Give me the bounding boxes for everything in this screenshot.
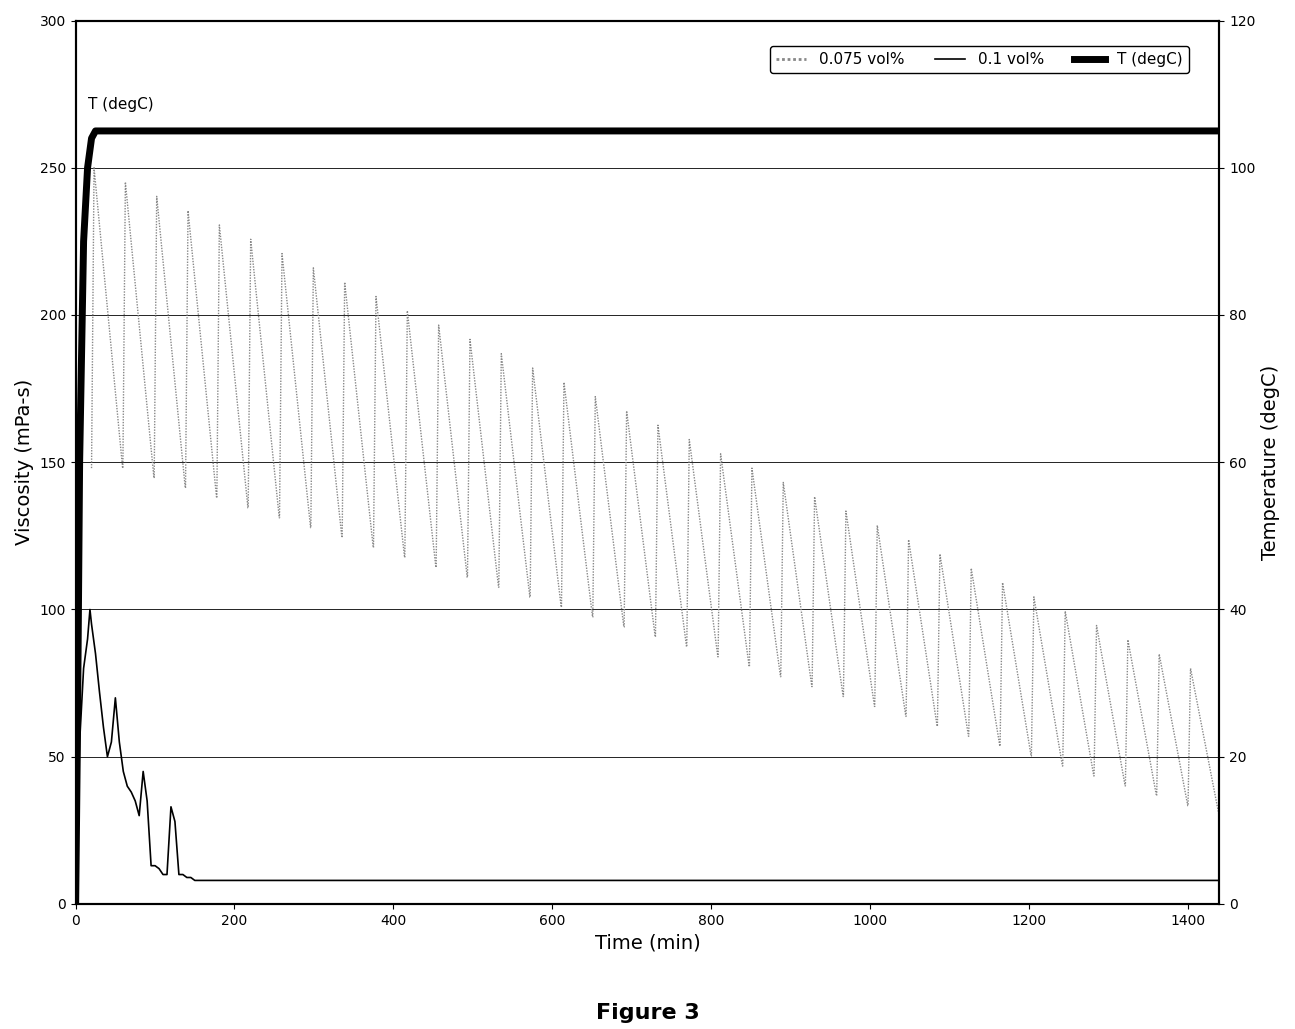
Text: T (degC): T (degC) bbox=[88, 97, 153, 112]
Legend: 0.075 vol%, 0.1 vol%, T (degC): 0.075 vol%, 0.1 vol%, T (degC) bbox=[769, 46, 1189, 73]
Text: Figure 3: Figure 3 bbox=[596, 1002, 699, 1023]
Y-axis label: Viscosity (mPa-s): Viscosity (mPa-s) bbox=[16, 379, 34, 545]
Y-axis label: Temperature (degC): Temperature (degC) bbox=[1261, 364, 1279, 560]
X-axis label: Time (min): Time (min) bbox=[594, 933, 701, 952]
